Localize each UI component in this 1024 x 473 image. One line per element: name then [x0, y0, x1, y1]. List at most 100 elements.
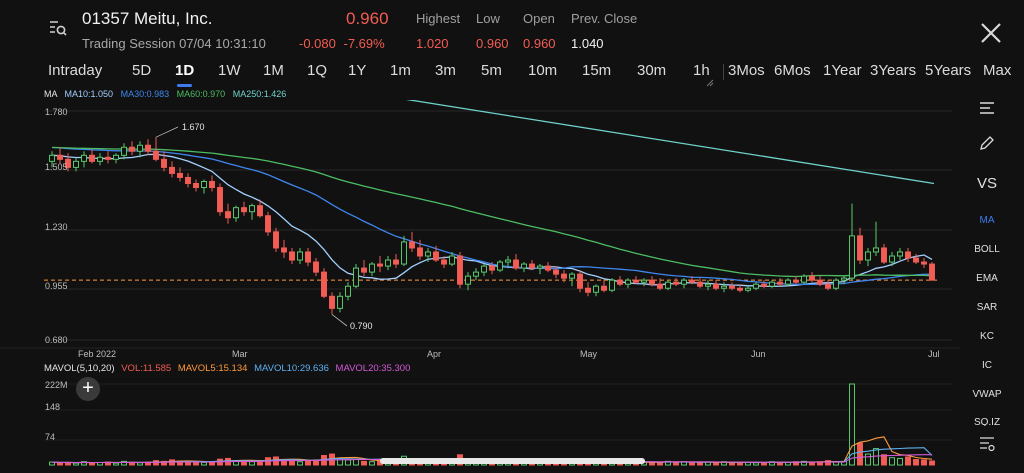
tab-1y[interactable]: 1Y [348, 62, 367, 79]
settings-list-icon[interactable] [979, 436, 995, 452]
candle-up [481, 265, 487, 273]
tab-6mos[interactable]: 6Mos [774, 62, 811, 79]
volume-legend: MAVOL(5,10,20) VOL:11.585 MAVOL5:15.134 … [44, 363, 410, 374]
candle-up [497, 261, 503, 271]
volume-bar [849, 383, 855, 466]
candle-down [545, 265, 551, 271]
tab-intraday[interactable]: Intraday [48, 62, 103, 79]
y-tick-label: 222M [45, 380, 68, 390]
indicator-sqiz[interactable]: SQ.IZ [973, 417, 1001, 426]
tab-3min[interactable]: 3m [435, 62, 456, 79]
price-volume-chart[interactable]: 1.780 1.505 1.230 0.955 0.680 Feb 2022 M… [0, 100, 960, 473]
candle-down [817, 279, 823, 285]
indicator-ma[interactable]: MA [979, 215, 995, 226]
volume-bar [825, 460, 831, 466]
candle-down [553, 269, 559, 275]
tab-1w[interactable]: 1W [218, 62, 241, 79]
ma30-value: MA30:0.983 [120, 89, 170, 99]
indicator-ema[interactable]: EMA [976, 273, 998, 284]
candle-down [881, 247, 887, 263]
candle-up [465, 275, 471, 285]
compare-vs-button[interactable]: VS [976, 175, 997, 192]
x-tick-label: Apr [427, 349, 441, 359]
candle-down [129, 146, 135, 152]
volume-bar [921, 459, 927, 466]
volume-bar [49, 461, 55, 466]
pencil-icon[interactable] [979, 135, 995, 151]
tab-1m[interactable]: 1M [263, 62, 284, 79]
volume-bar [305, 460, 311, 466]
lines-icon[interactable] [979, 101, 995, 115]
ma-label: MA [44, 89, 58, 99]
candle-down [57, 154, 63, 160]
candle-up [785, 279, 791, 285]
tab-3years[interactable]: 3Years [870, 62, 917, 79]
indicator-side-panel: VS MA BOLL EMA SAR KC IC VWAP SQ.IZ [966, 95, 1008, 473]
ma10-value: MA10:1.050 [64, 89, 114, 99]
candle-down [193, 183, 199, 189]
add-indicator-button[interactable]: + [76, 377, 100, 401]
candle-up [769, 281, 775, 287]
ma250-value: MA250:1.426 [232, 89, 287, 99]
candle-down [529, 263, 535, 269]
candle-down [809, 275, 815, 281]
list-search-icon[interactable] [48, 18, 68, 38]
volume-bar [121, 460, 127, 466]
resize-grip-icon[interactable] [706, 79, 714, 87]
quote-header: 01357 Meitu, Inc. Trading Session 07/04 … [0, 0, 1024, 58]
candle-down [217, 187, 223, 213]
candle-up [505, 259, 511, 263]
y-tick-label: 0.955 [45, 281, 68, 291]
volume-bar [689, 461, 695, 466]
tab-30min[interactable]: 30m [637, 62, 667, 79]
candle-down [161, 158, 167, 168]
candle-down [225, 211, 231, 219]
candle-down [713, 283, 719, 289]
candle-up [745, 287, 751, 291]
indicator-sar[interactable]: SAR [976, 302, 998, 313]
indicator-kc[interactable]: KC [980, 331, 994, 342]
ma60-line [51, 146, 933, 278]
y-tick-label: 1.780 [45, 107, 68, 117]
tab-10min[interactable]: 10m [528, 62, 558, 79]
candle-up [473, 271, 479, 277]
candle-up [113, 154, 119, 160]
tab-5d[interactable]: 5D [132, 62, 152, 79]
candle-up [425, 251, 431, 257]
tab-1min[interactable]: 1m [390, 62, 411, 79]
tab-3mos[interactable]: 3Mos [728, 62, 765, 79]
candle-down [825, 283, 831, 289]
tab-1q[interactable]: 1Q [307, 62, 328, 79]
tab-1d[interactable]: 1D [175, 62, 195, 79]
high-value: 1.020 [416, 36, 449, 51]
y-tick-label: 148 [45, 402, 60, 412]
candle-down [289, 251, 295, 261]
candle-up [609, 279, 615, 291]
candle-up [297, 251, 303, 261]
candle-up [665, 281, 671, 289]
candle-up [841, 277, 847, 281]
candle-down [513, 259, 519, 269]
tab-1year[interactable]: 1Year [823, 62, 862, 79]
candle-down [273, 231, 279, 249]
indicator-vwap[interactable]: VWAP [972, 389, 1002, 400]
tab-5years[interactable]: 5Years [925, 62, 972, 79]
home-indicator [380, 458, 645, 464]
volume-bar [81, 461, 87, 466]
vol-value: VOL:11.585 [121, 363, 172, 374]
candle-down [169, 166, 175, 174]
indicator-boll[interactable]: BOLL [974, 244, 1000, 255]
tab-5min[interactable]: 5m [481, 62, 502, 79]
tab-max[interactable]: Max [983, 62, 1012, 79]
candle-up [721, 285, 727, 289]
indicator-ic[interactable]: IC [982, 360, 992, 371]
candle-down [585, 287, 591, 293]
low-annotation: 0.790 [350, 321, 373, 331]
tab-divider [723, 64, 724, 80]
tab-1h[interactable]: 1h [693, 62, 710, 79]
tab-15min[interactable]: 15m [582, 62, 612, 79]
volume-bar [729, 462, 735, 466]
candle-down [177, 172, 183, 178]
close-icon[interactable] [978, 20, 1004, 46]
candle-down [913, 257, 919, 263]
